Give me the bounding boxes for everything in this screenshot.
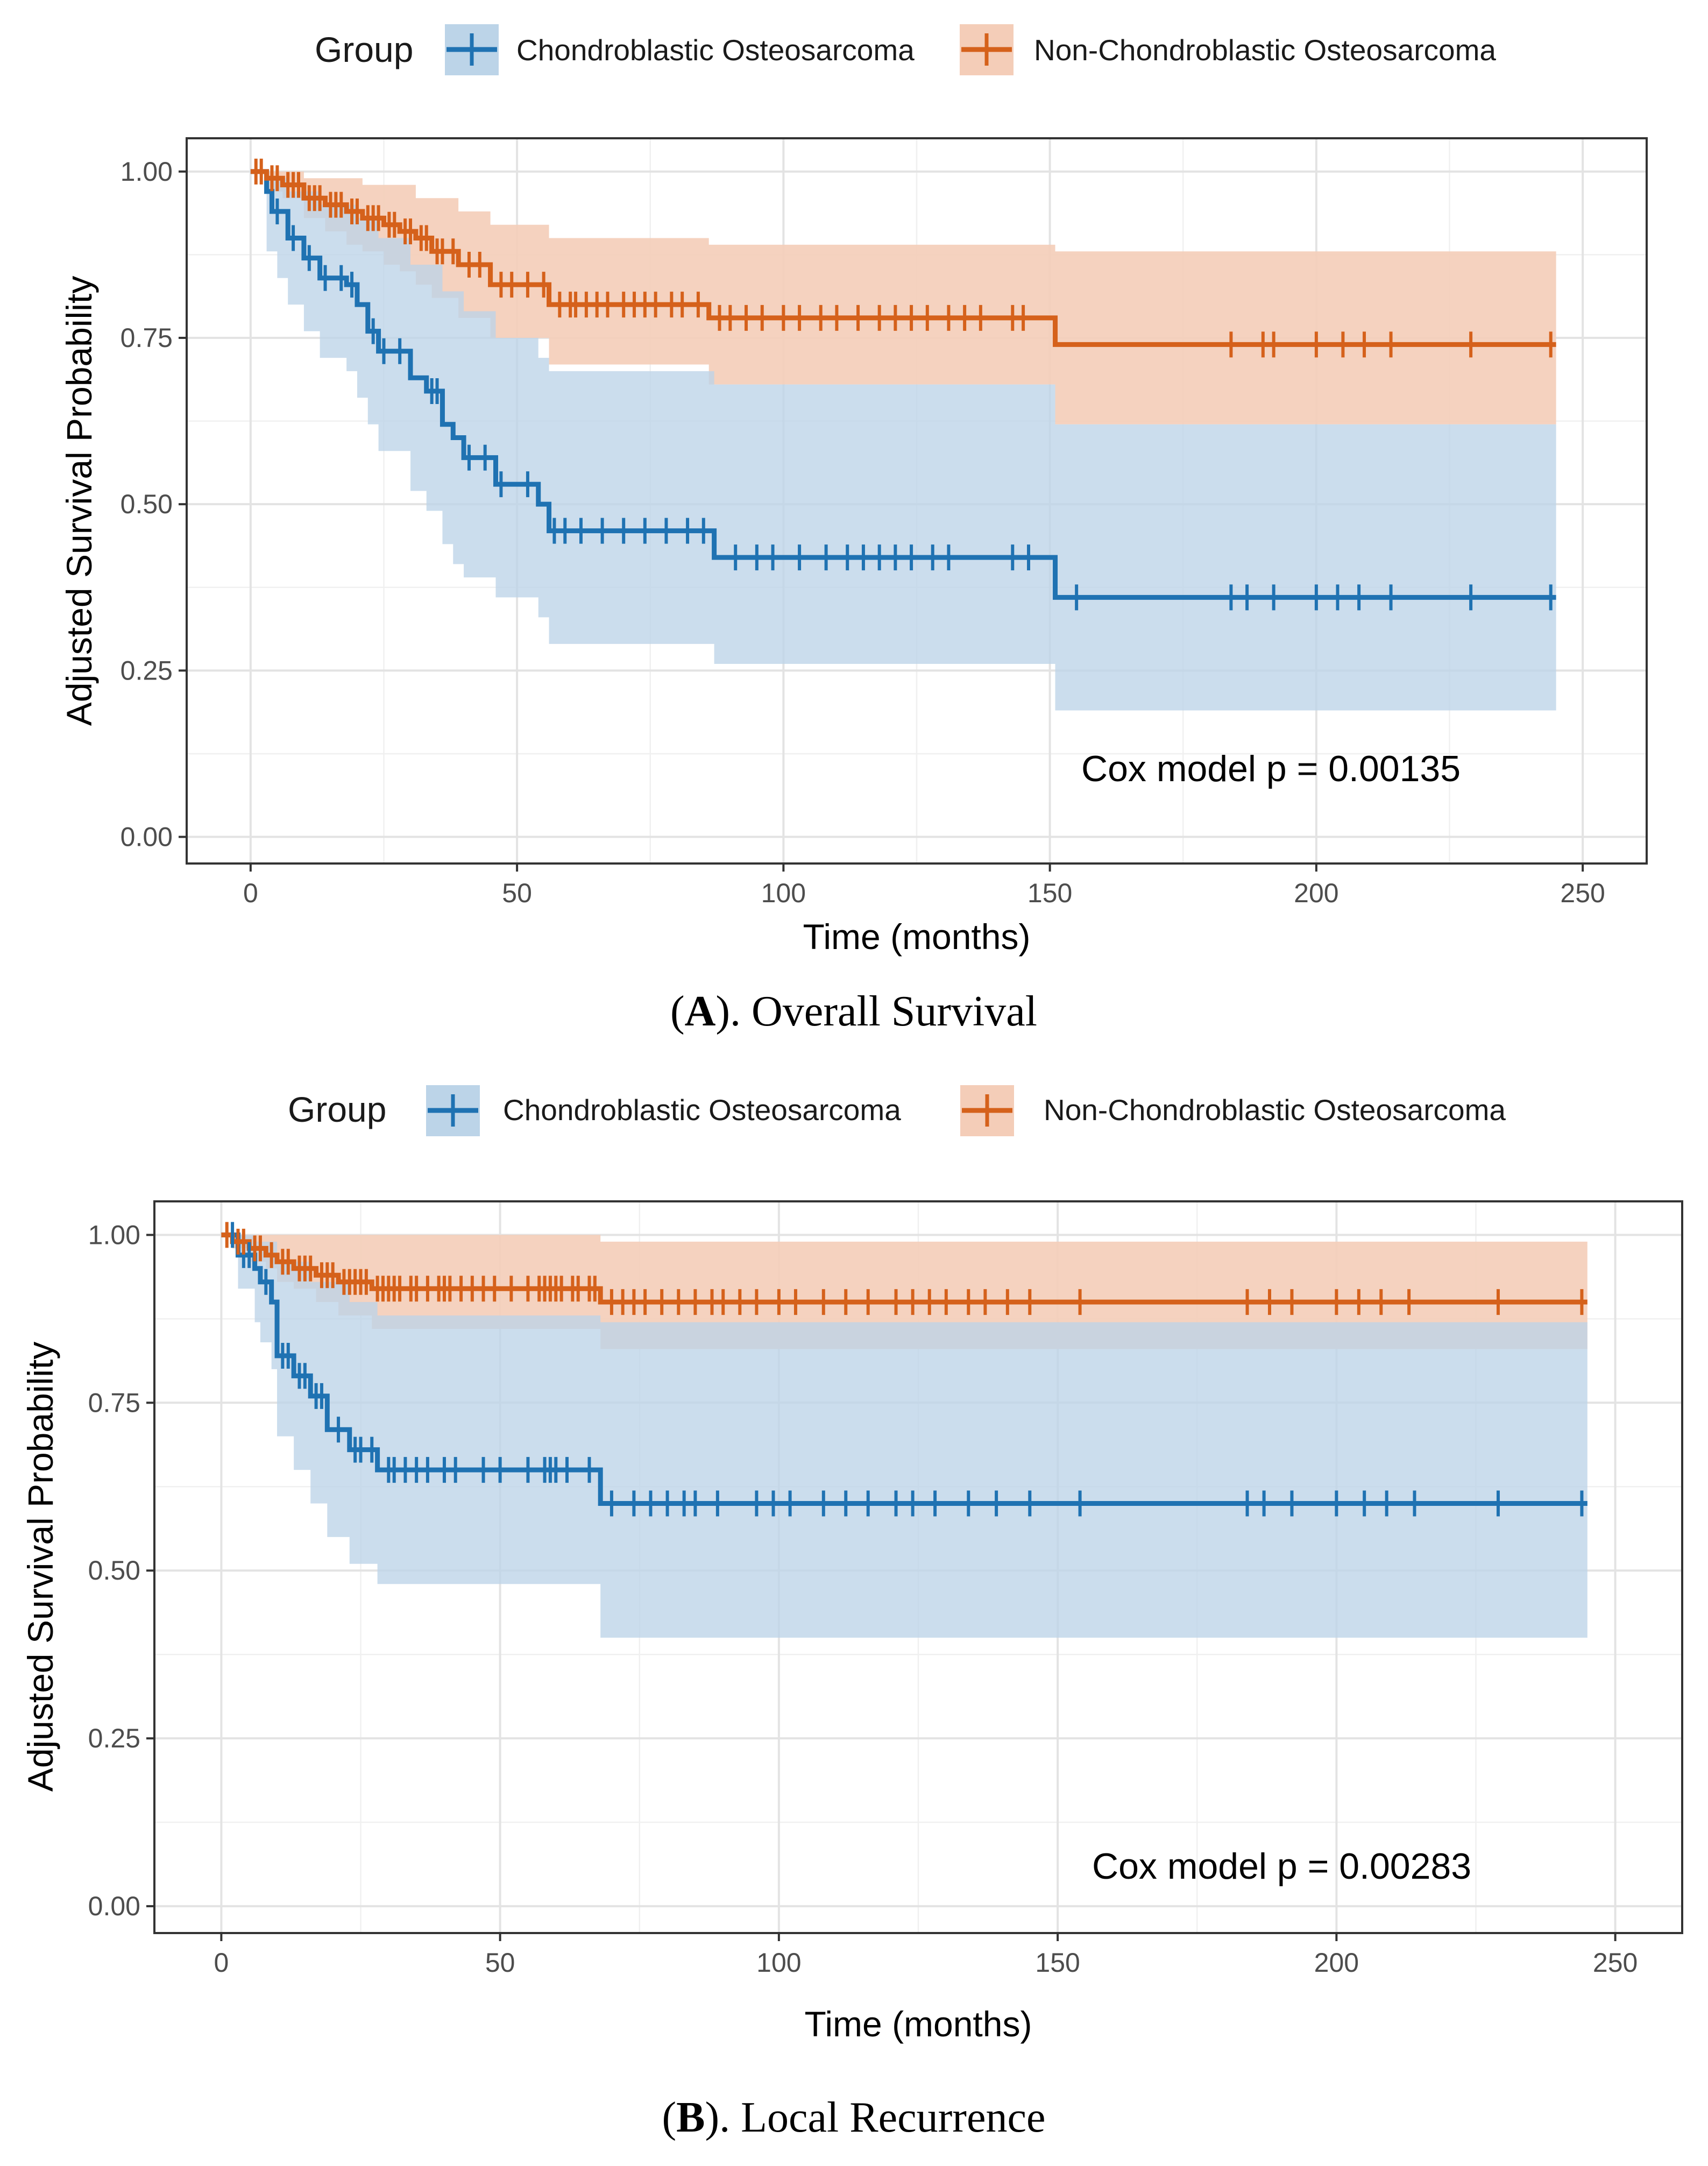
cox-p-value: Cox model p = 0.00135 <box>1081 748 1461 789</box>
y-tick-label: 0.75 <box>88 1388 140 1418</box>
figure-caption: (B). Local Recurrence <box>662 2094 1046 2141</box>
y-axis-ticks: 0.00 0.25 0.50 0.75 1.00 <box>121 157 187 852</box>
cox-p-value: Cox model p = 0.00283 <box>1092 1846 1471 1887</box>
x-tick-label: 50 <box>502 878 532 908</box>
legend: Group Chondroblastic Osteosarcoma Non-Ch… <box>315 24 1496 75</box>
y-tick-label: 0.25 <box>88 1723 140 1753</box>
x-tick-label: 200 <box>1314 1948 1359 1978</box>
legend: Group Chondroblastic Osteosarcoma Non-Ch… <box>288 1085 1506 1136</box>
legend-label-chondroblastic: Chondroblastic Osteosarcoma <box>516 33 915 67</box>
y-tick-label: 0.75 <box>121 323 173 353</box>
confidence-bands <box>250 171 1556 711</box>
y-axis-ticks: 0.00 0.25 0.50 0.75 1.00 <box>88 1220 154 1921</box>
x-tick-label: 200 <box>1294 878 1338 908</box>
survival-curve-non-chondroblastic <box>250 169 1556 347</box>
legend-label-non-chondroblastic: Non-Chondroblastic Osteosarcoma <box>1034 33 1496 67</box>
x-tick-label: 0 <box>243 878 258 908</box>
x-tick-label: 100 <box>756 1948 801 1978</box>
y-axis-title: Adjusted Survival Probability <box>59 276 99 726</box>
x-tick-label: 150 <box>1027 878 1072 908</box>
ci-band-chondroblastic <box>250 171 1556 711</box>
y-tick-label: 0.00 <box>88 1891 140 1921</box>
x-axis-ticks: 0 50 100 150 200 250 <box>243 863 1605 908</box>
legend-title: Group <box>315 30 413 69</box>
survival-curves <box>250 169 1556 600</box>
legend-title: Group <box>288 1089 386 1129</box>
y-tick-label: 0.00 <box>121 822 173 852</box>
y-tick-label: 0.50 <box>88 1555 140 1585</box>
panel-overall-survival: Group Chondroblastic Osteosarcoma Non-Ch… <box>59 24 1648 1035</box>
caption-label: B <box>676 2094 705 2141</box>
y-tick-label: 1.00 <box>88 1220 140 1250</box>
y-axis-title: Adjusted Survival Probability <box>20 1342 60 1792</box>
panel-local-recurrence: Group Chondroblastic Osteosarcoma Non-Ch… <box>20 1085 1683 2141</box>
legend-label-chondroblastic: Chondroblastic Osteosarcoma <box>503 1093 901 1127</box>
legend-label-non-chondroblastic: Non-Chondroblastic Osteosarcoma <box>1044 1093 1506 1127</box>
y-tick-label: 1.00 <box>121 157 173 187</box>
x-tick-label: 250 <box>1593 1948 1638 1978</box>
plot-border <box>153 1200 1683 1934</box>
x-axis-title: Time (months) <box>803 917 1031 957</box>
survival-curve-chondroblastic <box>250 169 1556 600</box>
x-tick-label: 100 <box>761 878 806 908</box>
x-tick-label: 0 <box>214 1948 229 1978</box>
survival-curve-chondroblastic <box>221 1232 1587 1506</box>
x-tick-label: 50 <box>485 1948 515 1978</box>
x-axis-ticks: 0 50 100 150 200 250 <box>214 1933 1638 1978</box>
y-tick-label: 0.25 <box>121 655 173 685</box>
censor-marks <box>254 158 1553 611</box>
caption-label: A <box>685 988 716 1035</box>
caption-text: ). Local Recurrence <box>705 2094 1046 2141</box>
y-tick-label: 0.50 <box>121 489 173 519</box>
x-tick-label: 250 <box>1560 878 1605 908</box>
ci-band-chondroblastic <box>221 1235 1587 1638</box>
censor-marks <box>225 1222 1584 1517</box>
confidence-bands <box>221 1235 1587 1638</box>
figure-caption: (A). Overall Survival <box>670 988 1037 1035</box>
caption-text: ). Overall Survival <box>715 988 1037 1035</box>
ci-band-non-chondroblastic <box>250 171 1556 424</box>
plot-border <box>186 137 1648 865</box>
x-tick-label: 150 <box>1035 1948 1080 1978</box>
x-axis-title: Time (months) <box>805 2004 1032 2044</box>
